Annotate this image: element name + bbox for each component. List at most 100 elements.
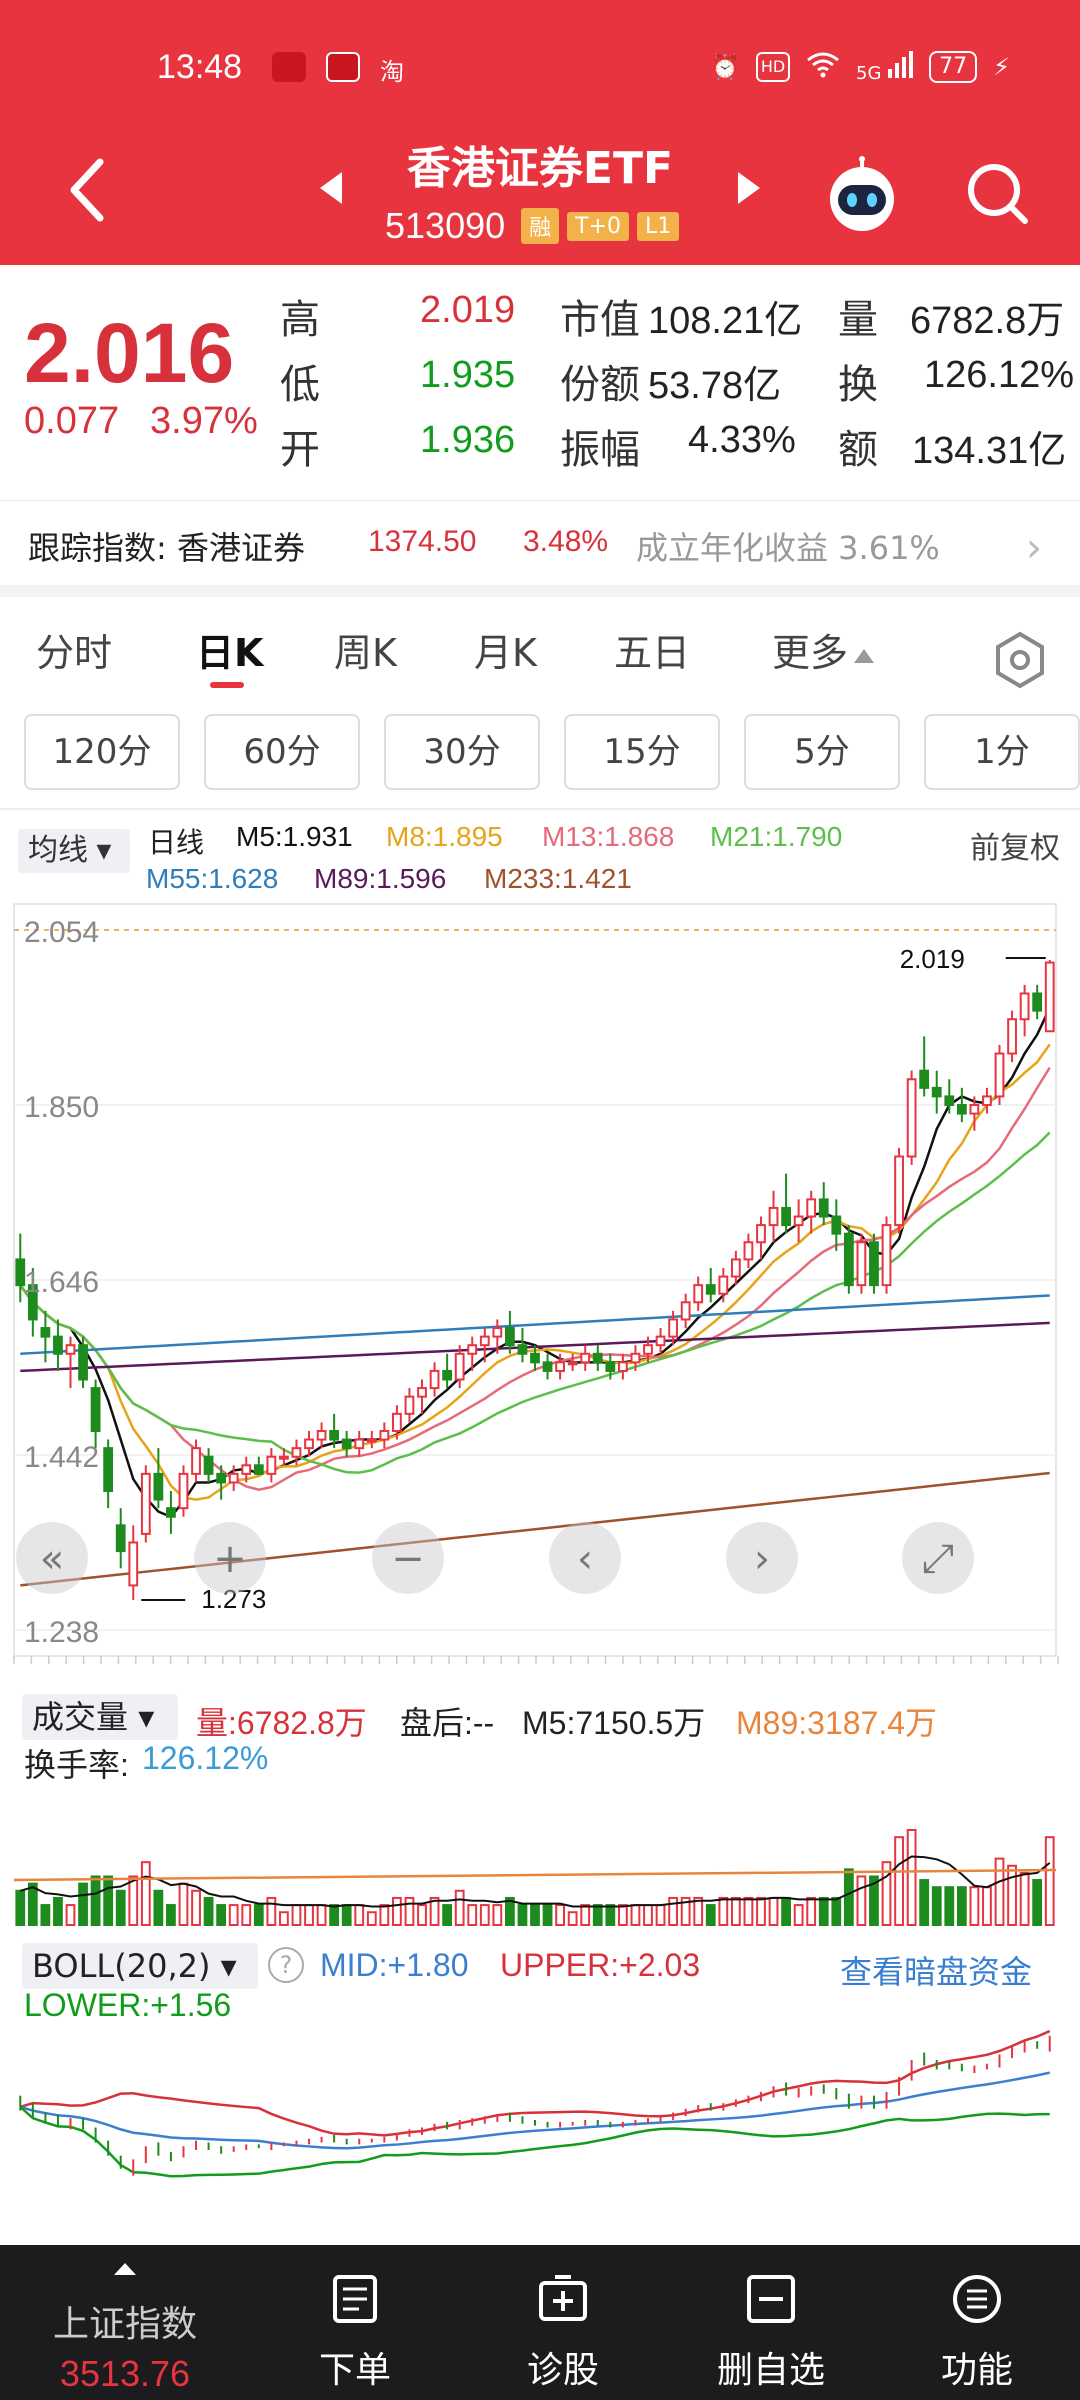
robot-assistant-icon[interactable] bbox=[822, 155, 902, 235]
period-1min-button[interactable]: 1分 bbox=[924, 714, 1080, 790]
candle-body bbox=[933, 1088, 941, 1097]
settings-hexagon-icon[interactable] bbox=[990, 630, 1050, 690]
tab-more[interactable]: 更多 bbox=[772, 622, 874, 677]
candle-body bbox=[581, 1354, 589, 1363]
ma-indicator-dropdown[interactable]: 均线 ▾ bbox=[18, 829, 130, 873]
period-30min-button[interactable]: 30分 bbox=[384, 714, 540, 790]
volume-label: 量 bbox=[838, 287, 878, 345]
chart-control-button[interactable]: ⤢ bbox=[902, 1522, 974, 1594]
tab-monthly-k[interactable]: 月K bbox=[474, 622, 537, 677]
candle-body bbox=[230, 1474, 238, 1483]
tab-intraday[interactable]: 分时 bbox=[36, 622, 112, 677]
nav-index-ticker[interactable]: 上证指数 3513.76 bbox=[0, 2245, 250, 2400]
candle-body bbox=[920, 1071, 928, 1088]
tab-weekly-k[interactable]: 周K bbox=[334, 622, 397, 677]
x-axis-ticks: 2025-03-284-2105-2006-1607-10 bbox=[12, 1656, 1058, 1680]
volume-bar bbox=[54, 1898, 62, 1925]
volume-bar bbox=[707, 1905, 715, 1925]
candle-body bbox=[945, 1096, 953, 1105]
nav-place-order[interactable]: 下单 bbox=[270, 2245, 440, 2400]
volume-bar bbox=[41, 1905, 49, 1925]
kline-svg[interactable]: 2.054 1.850 1.646 1.442 1.238 2025-03-284-21… bbox=[0, 900, 1080, 1680]
chart-control-button[interactable]: › bbox=[726, 1522, 798, 1594]
candle-body bbox=[92, 1388, 100, 1431]
period-5min-button[interactable]: 5分 bbox=[744, 714, 900, 790]
period-120min-button[interactable]: 120分 bbox=[24, 714, 180, 790]
chart-control-button[interactable]: + bbox=[194, 1522, 266, 1594]
candle-body bbox=[870, 1242, 878, 1285]
control-glyph: « bbox=[40, 1536, 64, 1582]
period-15min-button[interactable]: 15分 bbox=[564, 714, 720, 790]
volume-bar bbox=[606, 1905, 614, 1925]
volume-bar bbox=[732, 1898, 740, 1925]
volume-bar bbox=[971, 1887, 979, 1925]
quote-summary: 2.016 0.077 3.97% 高 低 开 2.019 1.935 1.93… bbox=[0, 265, 1080, 495]
volume-bar bbox=[29, 1884, 37, 1925]
status-bar: 13:48 淘 ⏰ HD 5G 77 ⚡ bbox=[0, 40, 1080, 100]
adjustment-mode[interactable]: 前复权 bbox=[970, 823, 1060, 867]
tab-daily-k[interactable]: 日K bbox=[196, 622, 263, 677]
volume-bar bbox=[745, 1898, 753, 1925]
candle-body bbox=[142, 1474, 150, 1534]
nav-functions[interactable]: 功能 bbox=[892, 2245, 1062, 2400]
candle-body bbox=[368, 1440, 376, 1442]
volume-bar bbox=[807, 1898, 815, 1925]
candle-body bbox=[293, 1448, 301, 1457]
shares-value: 53.78亿 bbox=[648, 354, 781, 409]
search-icon[interactable] bbox=[962, 158, 1032, 228]
nav-order-label: 下单 bbox=[270, 2341, 440, 2393]
chart-control-button[interactable]: − bbox=[372, 1522, 444, 1594]
divider bbox=[0, 585, 1080, 597]
tab-five-day[interactable]: 五日 bbox=[614, 622, 690, 677]
control-glyph: + bbox=[213, 1536, 247, 1582]
volume-bar bbox=[770, 1898, 778, 1925]
extreme-markers: 2.0191.273 bbox=[141, 944, 1045, 1614]
candle-body bbox=[757, 1225, 765, 1242]
volume-bar bbox=[556, 1905, 564, 1925]
candle-body bbox=[41, 1328, 49, 1337]
amplitude-label: 振幅 bbox=[560, 417, 640, 475]
tracking-index-row[interactable]: 跟踪指数: 香港证券 1374.50 3.48% 成立年化收益 3.61% › bbox=[0, 500, 1080, 590]
volume-bar bbox=[795, 1905, 803, 1925]
t0-tag: T+0 bbox=[567, 212, 629, 241]
high-value: 2.019 bbox=[420, 289, 515, 332]
nav-diagnose[interactable]: 诊股 bbox=[478, 2245, 648, 2400]
candle-body bbox=[242, 1465, 250, 1474]
margin-tag: 融 bbox=[521, 208, 559, 244]
next-stock-button[interactable] bbox=[728, 168, 768, 208]
kline-chart[interactable]: 2.054 1.850 1.646 1.442 1.238 2025-03-284-21… bbox=[0, 900, 1080, 1680]
volume-bar bbox=[355, 1905, 363, 1925]
volume-bar bbox=[192, 1891, 200, 1925]
nav-index-value: 3513.76 bbox=[0, 2353, 250, 2395]
battery-icon: 77 bbox=[929, 51, 977, 83]
candle-body bbox=[845, 1234, 853, 1285]
volume-bar bbox=[569, 1912, 577, 1925]
control-glyph: › bbox=[754, 1536, 770, 1582]
volume-bar bbox=[293, 1905, 301, 1925]
volume-bar bbox=[468, 1905, 476, 1925]
candle-body bbox=[481, 1337, 489, 1346]
volume-bar bbox=[531, 1905, 539, 1925]
y-tick-label: 1.442 bbox=[24, 1441, 99, 1474]
high-label: 高 bbox=[280, 287, 320, 345]
low-label: 低 bbox=[280, 352, 320, 410]
period-60min-button[interactable]: 60分 bbox=[204, 714, 360, 790]
volume-bar bbox=[983, 1887, 991, 1925]
turnover-label: 换 bbox=[838, 352, 878, 410]
volume-bar bbox=[858, 1876, 866, 1925]
divider bbox=[0, 808, 1080, 810]
volume-bar bbox=[267, 1898, 275, 1925]
chart-control-button[interactable]: ‹ bbox=[549, 1522, 621, 1594]
candle-body bbox=[707, 1285, 715, 1294]
nav-remove-watchlist[interactable]: 删自选 bbox=[686, 2245, 856, 2400]
control-glyph: ‹ bbox=[577, 1536, 593, 1582]
signal-icon: 5G bbox=[856, 51, 913, 84]
volume-bar bbox=[933, 1887, 941, 1925]
open-label: 开 bbox=[280, 417, 320, 475]
candle-body bbox=[217, 1474, 225, 1483]
volume-bar bbox=[644, 1905, 652, 1925]
status-time: 13:48 bbox=[157, 48, 242, 87]
boll-svg bbox=[0, 1935, 1080, 2185]
chart-control-button[interactable]: « bbox=[16, 1522, 88, 1594]
order-document-icon bbox=[329, 2273, 381, 2325]
